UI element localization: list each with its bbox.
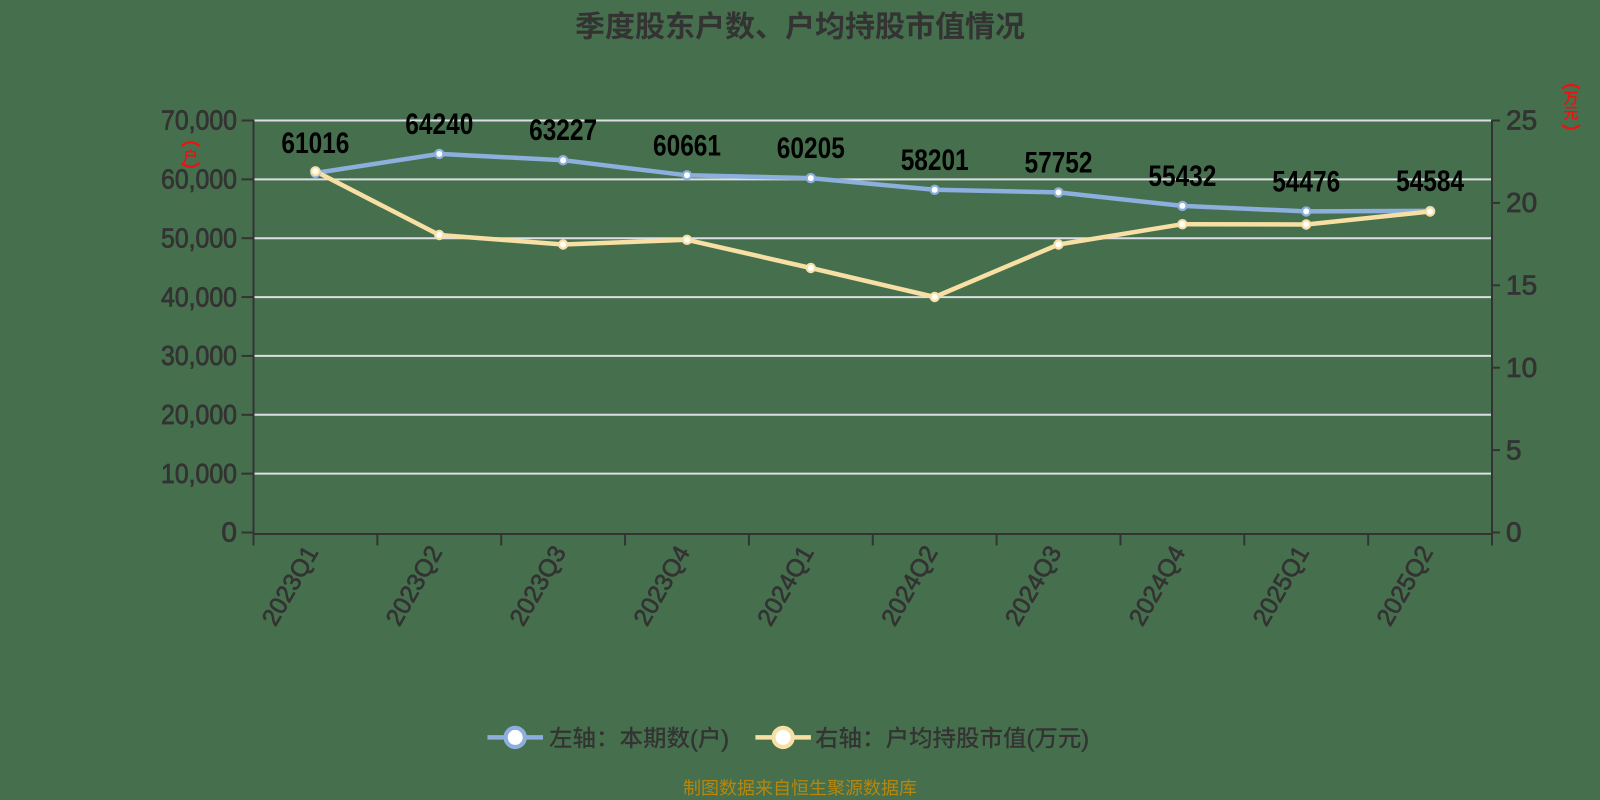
svg-text:60205: 60205 [777, 132, 845, 165]
svg-text:54476: 54476 [1272, 165, 1340, 198]
svg-text:20,000: 20,000 [161, 399, 237, 430]
svg-text:61016: 61016 [281, 127, 349, 160]
svg-text:60661: 60661 [653, 129, 721, 162]
svg-text:20: 20 [1506, 187, 1537, 218]
svg-text:): ) [721, 725, 729, 751]
svg-text:60,000: 60,000 [161, 164, 237, 195]
svg-text:0: 0 [1506, 517, 1522, 548]
svg-text:30,000: 30,000 [161, 340, 237, 371]
svg-text:40,000: 40,000 [161, 281, 237, 312]
svg-text:10,000: 10,000 [161, 458, 237, 489]
svg-text:10: 10 [1506, 352, 1537, 383]
svg-text:70,000: 70,000 [161, 105, 237, 136]
svg-text:15: 15 [1506, 270, 1537, 301]
svg-text:0: 0 [221, 517, 237, 548]
svg-text:(: ( [1027, 725, 1035, 751]
svg-text:63227: 63227 [529, 114, 597, 147]
svg-text:55432: 55432 [1148, 160, 1216, 193]
svg-text:25: 25 [1506, 105, 1537, 136]
svg-text:50,000: 50,000 [161, 222, 237, 253]
svg-text:): ) [1081, 725, 1089, 751]
svg-text:5: 5 [1506, 434, 1522, 465]
svg-text:57752: 57752 [1025, 146, 1093, 179]
svg-text:58201: 58201 [901, 144, 969, 177]
svg-text:64240: 64240 [405, 108, 473, 141]
svg-text:54584: 54584 [1396, 165, 1464, 198]
svg-text:(: ( [690, 725, 698, 751]
